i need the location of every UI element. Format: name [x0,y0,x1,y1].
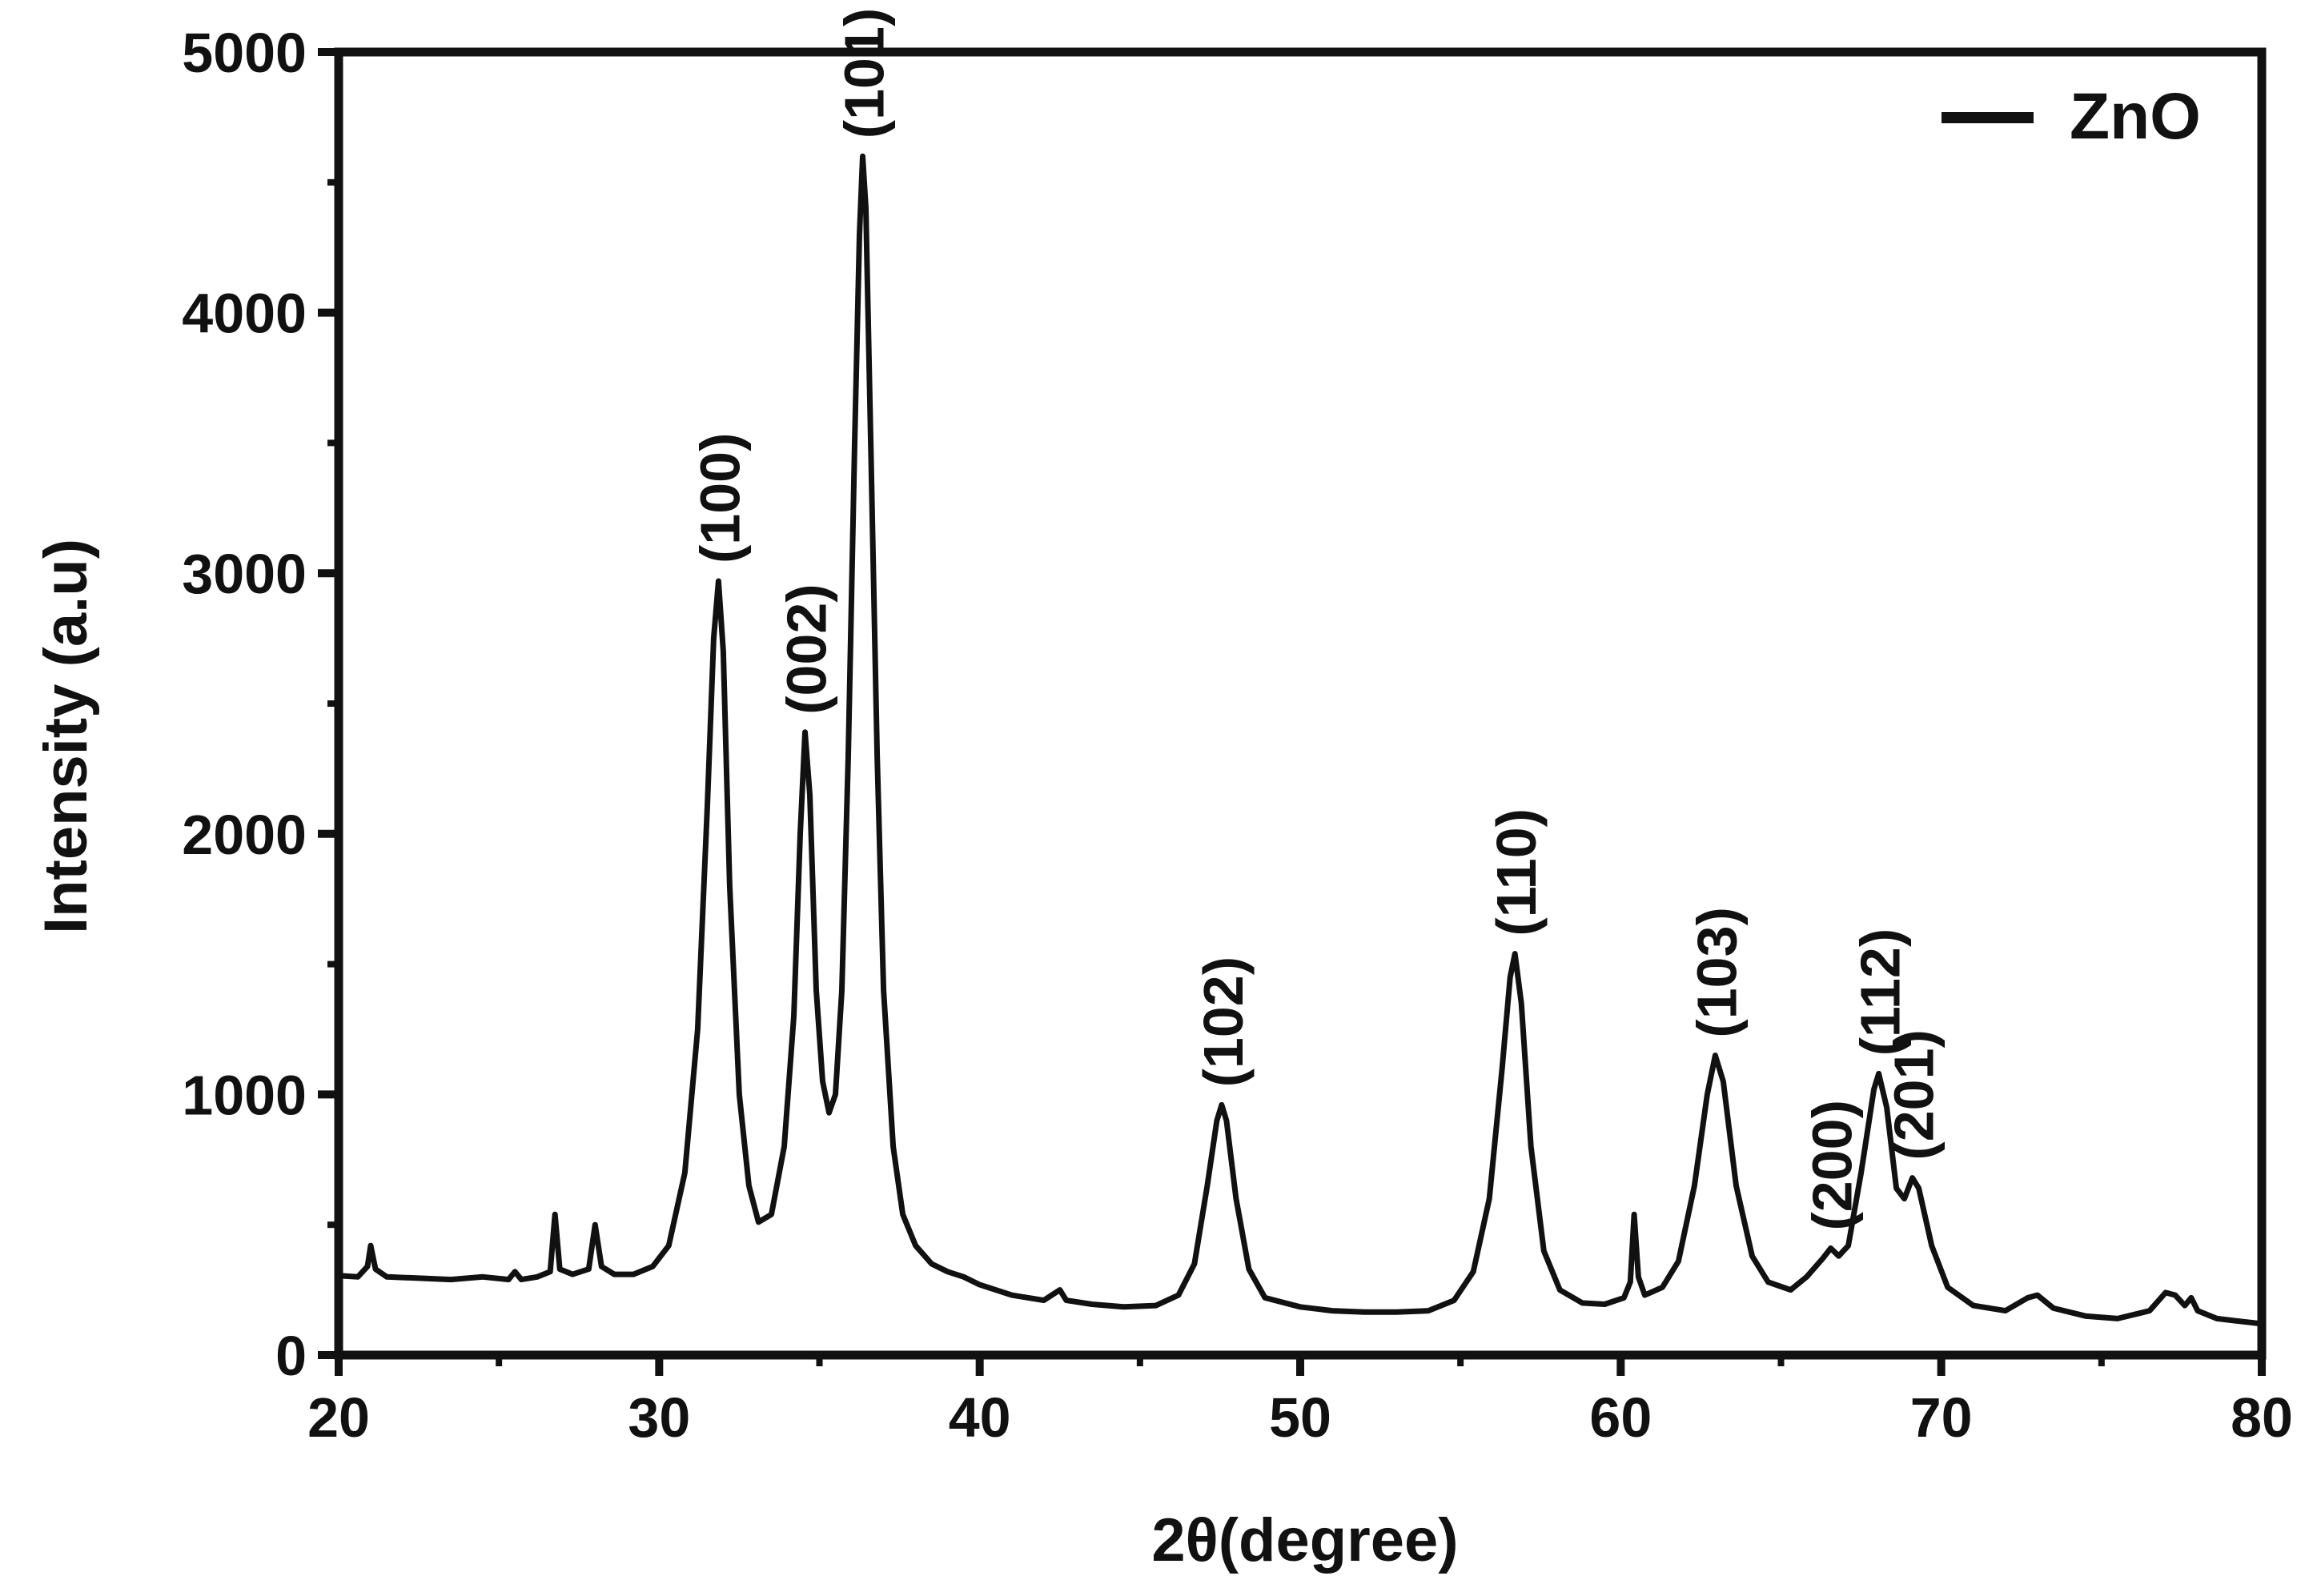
series-group [338,153,2263,1327]
y-tick-label: 1000 [182,1064,307,1126]
x-tick-label: 40 [949,1386,1011,1449]
y-tick-label: 5000 [182,22,307,84]
series-line-zno [338,153,2263,1327]
y-tick-label: 2000 [182,804,307,866]
peak-label: (201) [1883,1029,1946,1160]
x-axis-title: 2θ(degree) [1151,1506,1458,1574]
peak-label: (101) [833,8,896,138]
peak-label: (110) [1485,808,1548,936]
peak-label: (102) [1192,956,1255,1087]
peak-labels: (100) (002) (101) (102) (110) (103) (200) (112)… [689,8,1945,1231]
peak-label: (103) [1685,907,1748,1037]
y-tick-label: 0 [275,1325,307,1387]
peak-label: (002) [776,583,838,714]
y-axis-title: Intensity (a.u) [32,539,100,934]
x-tick-label: 60 [1589,1386,1652,1449]
x-tick-label: 20 [307,1386,370,1449]
peak-label: (112) [1849,928,1912,1057]
y-tick-label: 4000 [182,283,307,345]
x-axis: 20 30 40 50 60 70 80 [307,1355,2293,1449]
x-tick-label: 30 [628,1386,690,1449]
x-tick-label: 50 [1269,1386,1331,1449]
peak-label: (200) [1801,1100,1864,1230]
x-tick-label: 70 [1910,1386,1973,1449]
x-tick-label: 80 [2231,1386,2293,1449]
y-tick-label: 3000 [182,543,307,605]
y-axis: 0 1000 2000 3000 4000 5000 [182,22,339,1387]
peak-label: (100) [689,433,751,563]
legend: ZnO [1942,80,2201,153]
legend-label-zno: ZnO [2070,80,2201,153]
